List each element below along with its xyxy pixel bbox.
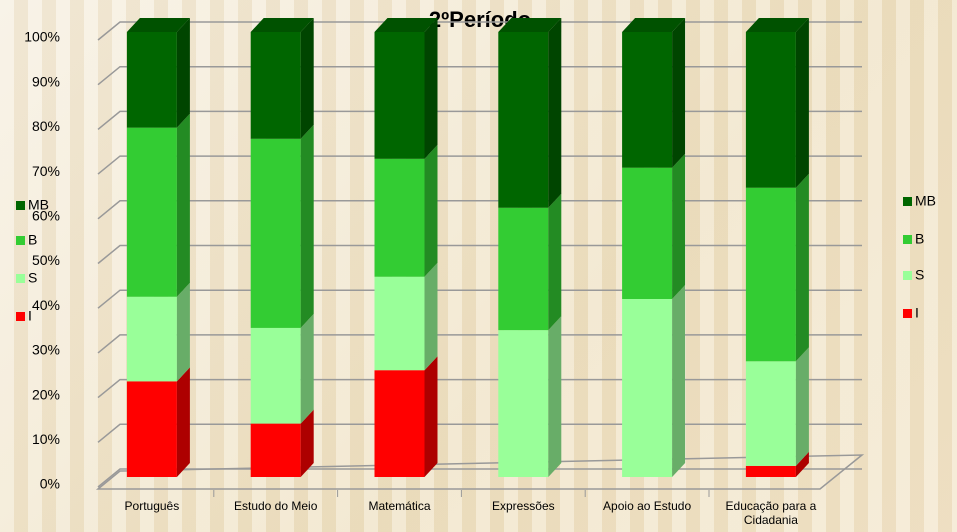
bar-side [548,193,562,331]
y-tick-label: 40% [32,297,60,313]
bar-segment [745,465,796,477]
x-tick-label: Educação para a Cidadania [725,499,817,527]
bar-side [548,316,562,477]
x-tick-label: Matemática [368,499,431,513]
legend-label: S [915,267,924,283]
legend-swatch [16,236,25,245]
bar-side [176,113,190,297]
legend-swatch [903,309,912,318]
bar-side [548,18,562,208]
bar-side [424,144,438,277]
bar-segment [374,370,425,477]
bar-top [498,18,562,32]
bar-top [250,18,314,32]
bar-segment [250,327,301,424]
x-tick-label: Expressões [491,499,555,513]
bar-segment [745,32,796,188]
legend-label: B [28,232,37,248]
bar-side [176,367,190,477]
bar-top [126,18,190,32]
bar-side [424,18,438,159]
grid-line [97,155,862,175]
bar-segment [250,138,301,328]
bar-segment [126,127,177,297]
legend-label: MB [915,193,936,209]
bar-side [300,18,314,139]
grid-line [97,378,862,399]
y-tick-label: 100% [24,29,60,45]
bar-top [745,18,809,32]
grid-line [97,289,862,309]
bar-side [176,18,190,128]
grid-line [97,200,862,220]
bar-side [672,18,686,168]
floor [95,454,865,490]
bar-segment [498,207,549,331]
legend-label: S [28,270,37,286]
bar-side [795,18,809,188]
y-tick-label: 70% [32,163,60,179]
bar-segment [126,296,177,382]
y-tick-label: 0% [40,476,60,492]
grid-line [97,423,862,443]
y-tick-label: 50% [32,252,60,268]
bar-side [424,262,438,371]
grid-line [97,334,862,354]
bar-segment [498,32,549,208]
legend-swatch [16,274,25,283]
bar-segment [498,330,549,477]
bar-side [300,409,314,477]
y-tick-label: 30% [32,342,60,358]
grid-line [97,21,862,41]
y-tick-label: 80% [32,118,60,134]
bar-segment [622,167,673,299]
bar-segment [374,32,425,159]
grid-line [97,244,862,265]
legend-label: I [915,305,919,321]
bar-segment [374,276,425,371]
bar-segment [622,32,673,168]
bar-segment [374,158,425,277]
grid-line [97,468,862,488]
grid-line [97,65,862,86]
legend-swatch [903,271,912,280]
bar-side [672,285,686,477]
bar-segment [745,187,796,362]
bar-top [374,18,438,32]
x-tick-label: Português [124,499,180,513]
bar-side [300,313,314,424]
bar-side [424,356,438,477]
bar-segment [622,299,673,477]
legend-swatch [16,312,25,321]
legend-swatch [903,197,912,206]
grid [95,21,865,490]
bar-top [622,18,686,32]
y-tick-label: 60% [32,208,60,224]
grid-line [97,110,862,130]
x-tick-label: Apoio ao Estudo [603,499,692,513]
bar-segment [745,361,796,466]
bar-side [795,451,809,477]
bar-segment [126,32,177,128]
legend-swatch [903,235,912,244]
y-tick-label: 90% [32,73,60,89]
x-tick-label: Estudo do Meio [233,499,318,513]
legend-label: I [28,308,32,324]
legend-label: B [915,231,924,247]
bar-segment [250,423,301,477]
bar-segment [250,32,301,139]
bar-segment [126,381,177,477]
bar-side [795,347,809,466]
legend-swatch [16,201,25,210]
y-tick-label: 10% [32,431,60,447]
legend-label: MB [28,197,49,213]
bar-side [176,282,190,382]
bar-side [300,124,314,328]
y-tick-label: 20% [32,386,60,402]
bar-side [795,173,809,362]
bar-side [672,153,686,299]
